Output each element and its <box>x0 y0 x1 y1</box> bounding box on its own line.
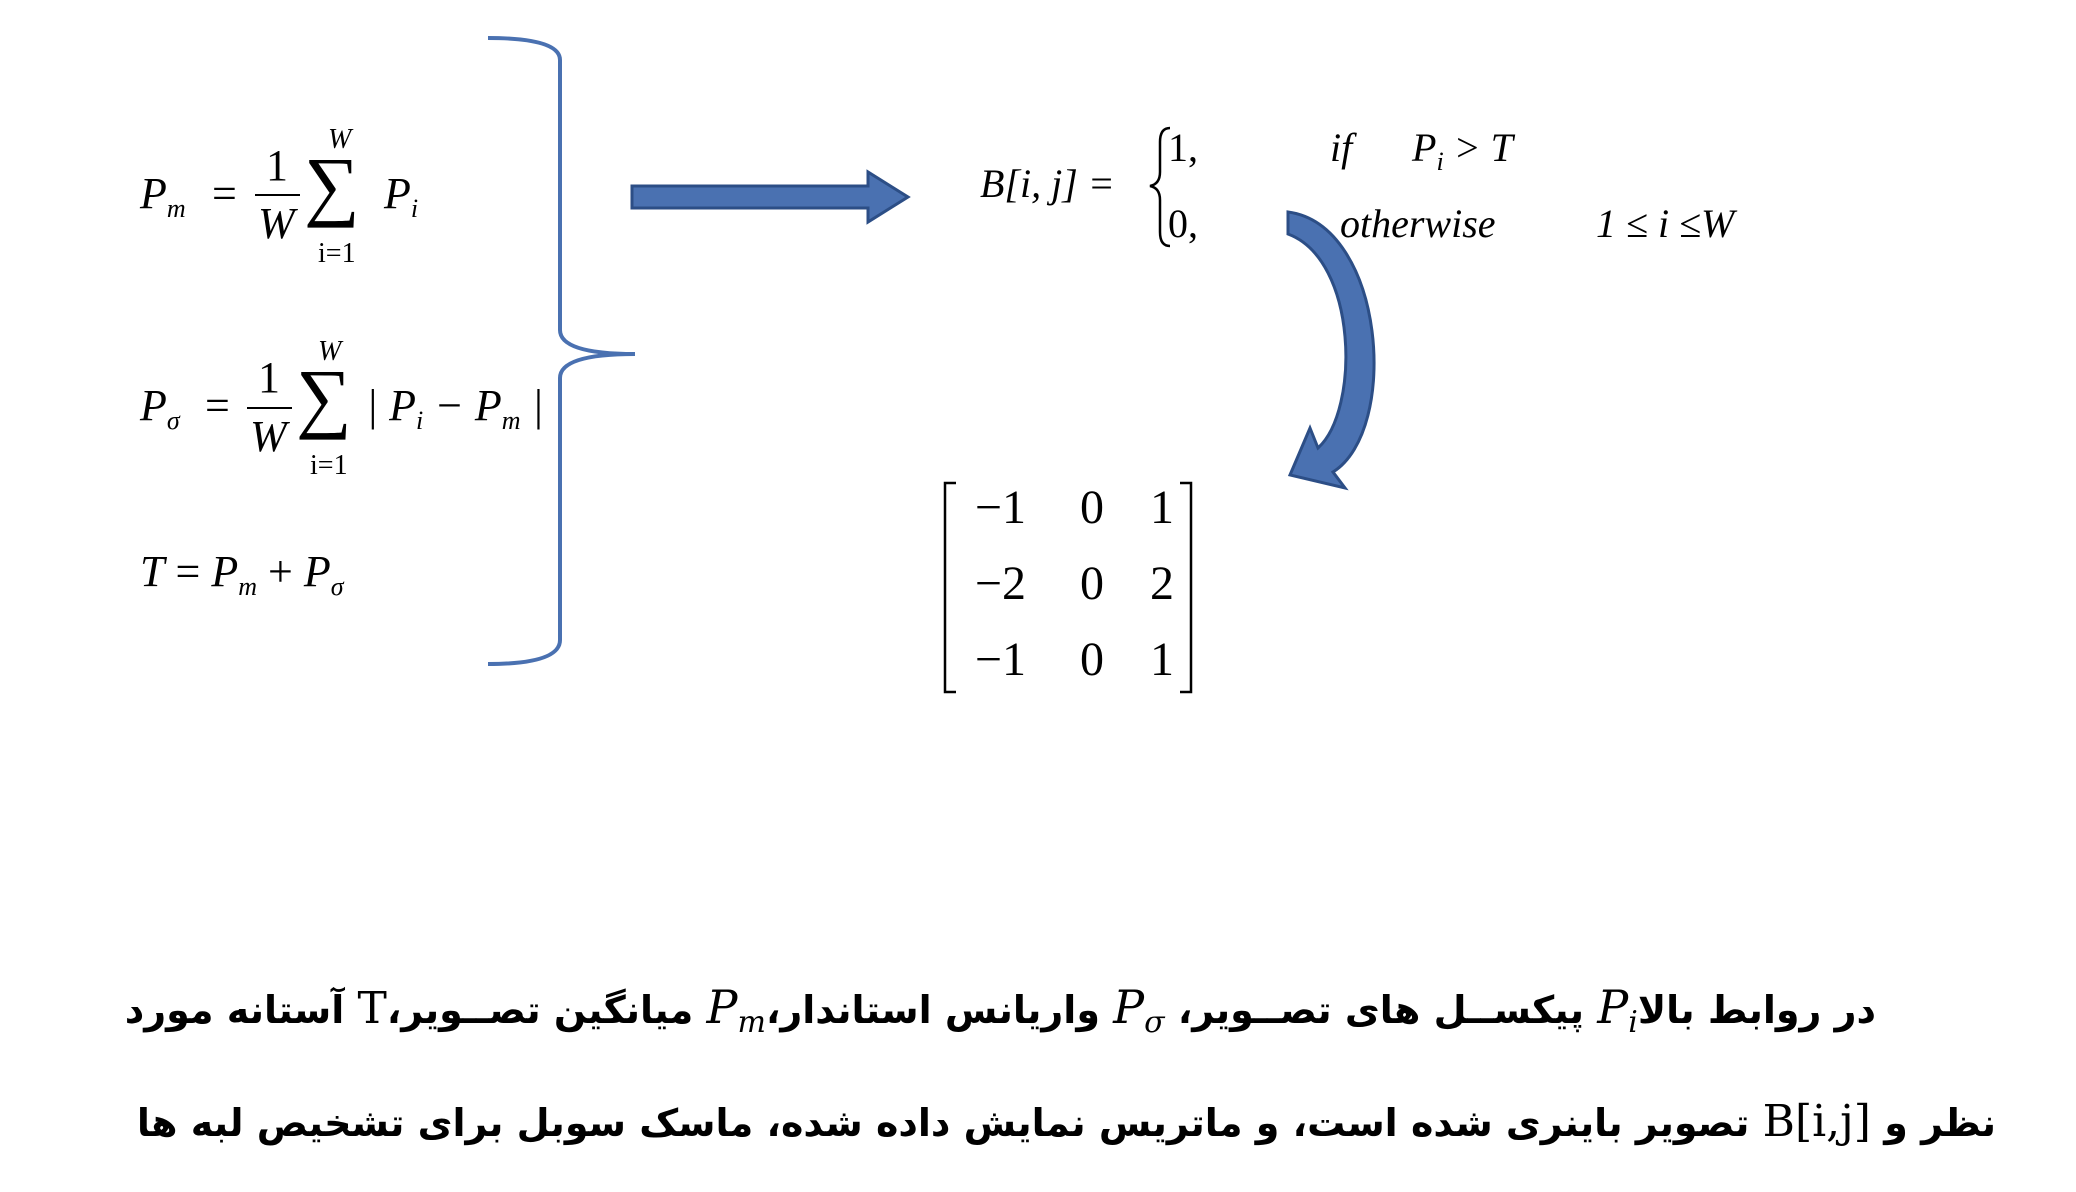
psigma-sum-bottom: i=1 <box>310 450 348 481</box>
t-lhs: T <box>140 547 165 596</box>
matrix-cell: 0 <box>1080 557 1104 610</box>
binary-row1-relation: > T <box>1443 125 1513 170</box>
matrix-cell: 1 <box>1150 481 1174 534</box>
binary-lhs: B[i, j] = <box>980 161 1115 206</box>
t-b: P <box>303 547 331 596</box>
binary-row2-condition: otherwise <box>1340 201 1496 246</box>
psigma-lhs-sub: σ <box>166 406 180 436</box>
pm-sum-bottom: i=1 <box>318 238 356 269</box>
caption-line-2: نظر و B[i,j] تصویر باینری شده است، و مات… <box>137 1096 1996 1147</box>
pm-lhs: P <box>140 169 167 218</box>
matrix-cell: 1 <box>1150 633 1174 686</box>
binary-row2-range: 1 ≤ i ≤W <box>1596 201 1735 246</box>
pm-sum-top: W <box>328 124 352 155</box>
pm-equals: = <box>212 169 237 218</box>
psigma-term-sub2: m <box>501 406 521 436</box>
matrix-cell: 0 <box>1080 633 1104 686</box>
psigma-term-open: | P <box>366 381 416 430</box>
pm-denominator: W <box>258 199 295 248</box>
psigma-sum-top: W <box>318 336 342 367</box>
caption-line-1: در روابط بالاPi پیکســل های تصــویر، Pσ … <box>125 980 1876 1040</box>
binary-row1-condition: if <box>1330 125 1353 170</box>
caption-text: پیکســل های تصــویر، <box>1164 988 1598 1032</box>
psigma-lhs: P <box>140 381 167 430</box>
t-a-sub: m <box>238 572 257 602</box>
psigma-sigma-icon: ∑ <box>296 353 352 440</box>
caption-text: میانگین تصــویر، <box>386 988 707 1032</box>
equation-threshold: T = Pm + Pσ <box>140 546 344 602</box>
caption-math-pm: Pm <box>706 980 766 1040</box>
right-brace <box>487 36 636 666</box>
pm-term: P <box>384 169 411 218</box>
binary-row2-value: 0, <box>1168 201 1198 246</box>
t-equals: = <box>164 547 212 596</box>
pm-term-sub: i <box>410 194 419 224</box>
t-b-sub: σ <box>330 572 344 602</box>
psigma-denominator: W <box>250 412 287 461</box>
matrix-left-bracket <box>943 481 956 694</box>
caption-text: تصویر باینری شده است، و ماتریس نمایش داد… <box>136 1101 1763 1145</box>
caption-math-pi: Pi <box>1597 980 1638 1040</box>
matrix-cell: −2 <box>974 557 1026 610</box>
t-a: P <box>211 547 239 596</box>
caption-text: نظر و <box>1870 1101 1996 1145</box>
matrix-right-bracket <box>1180 481 1193 694</box>
block-arrow-right-icon <box>630 169 911 225</box>
matrix-cell: 2 <box>1150 557 1174 610</box>
binary-row1-psub: i <box>1436 147 1444 177</box>
psigma-numerator: 1 <box>258 353 280 402</box>
caption-math-t: T <box>357 983 387 1034</box>
psigma-equals: = <box>205 381 230 430</box>
psigma-term-sub1: i <box>415 406 424 436</box>
cases-brace <box>1149 126 1171 248</box>
caption-text: در روابط بالا <box>1637 988 1876 1032</box>
binary-row1-value: 1, <box>1168 125 1198 170</box>
pm-lhs-sub: m <box>166 194 186 224</box>
pm-numerator: 1 <box>266 141 288 190</box>
psigma-term-mid: − P <box>423 381 502 430</box>
matrix-cell: −1 <box>974 481 1026 534</box>
caption-math-psigma: Pσ <box>1113 980 1165 1040</box>
caption-text: آستانه مورد <box>124 988 358 1032</box>
matrix-cell: 0 <box>1080 481 1104 534</box>
pm-sigma-icon: ∑ <box>304 141 360 228</box>
curved-arrow-icon <box>1286 210 1376 491</box>
t-plus: + <box>256 547 304 596</box>
psigma-term-close: | <box>520 381 544 430</box>
caption-math-b: B[i,j] <box>1762 1096 1871 1147</box>
binary-row1-p: P <box>1412 125 1437 170</box>
caption-text: واریانس استاندار، <box>765 988 1114 1032</box>
matrix-cell: −1 <box>974 633 1026 686</box>
